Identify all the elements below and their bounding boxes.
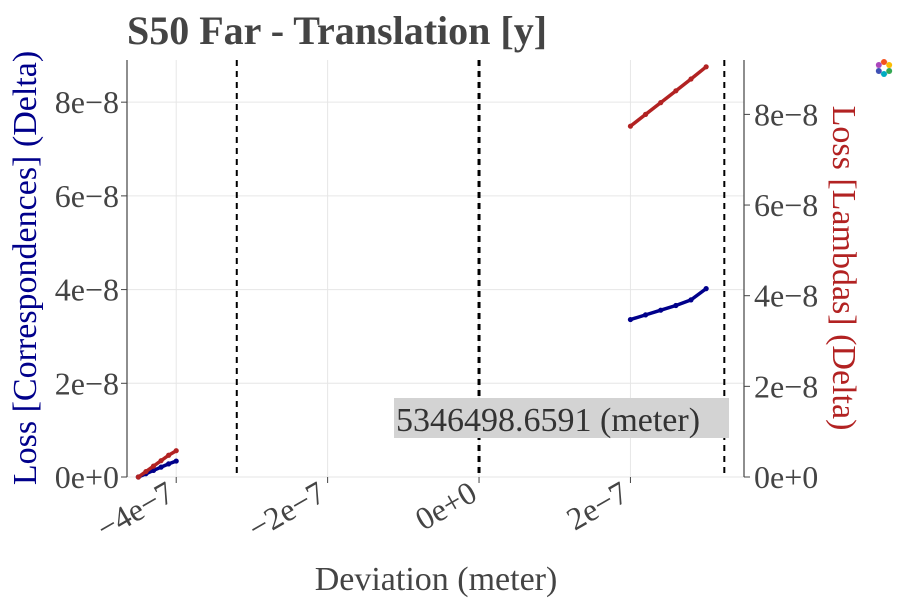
vertical-lines	[235, 60, 726, 477]
x-tick-label: −2e−7	[242, 474, 331, 546]
x-axis-label: Deviation (meter)	[315, 561, 558, 598]
annotation-box	[394, 398, 729, 438]
y-right-tick-label: 4e−8	[754, 278, 818, 314]
data-segment	[166, 448, 178, 457]
data-segment	[643, 100, 663, 117]
y-left-tick-label: 0e+0	[55, 459, 119, 495]
y-left-axis-label: Loss [Correspondences] (Delta)	[7, 51, 44, 485]
chart-title: S50 Far - Translation [y]	[127, 8, 547, 53]
series-layer	[135, 64, 709, 480]
data-segment	[658, 89, 678, 105]
y-left-tick-label: 4e−8	[55, 272, 119, 308]
plotly-logo-icon[interactable]	[875, 59, 893, 77]
y-right-tick-label: 8e−8	[754, 96, 818, 132]
data-segment	[689, 65, 708, 81]
data-segment	[628, 112, 648, 128]
data-segment	[643, 308, 663, 317]
y-right-tick-label: 0e+0	[754, 459, 818, 495]
y-right-ticks: 0e+0 2e−8 4e−8 6e−8 8e−8	[744, 96, 818, 495]
data-segment	[628, 313, 648, 322]
data-segment	[166, 459, 178, 466]
annotation-text: 5346498.6591 (meter)	[396, 402, 700, 439]
y-left-tick-label: 6e−8	[55, 178, 119, 214]
y-right-axis-label: Loss [Lambdas] (Delta)	[825, 106, 862, 431]
data-segment	[689, 286, 708, 302]
y-left-tick-label: 8e−8	[55, 84, 119, 120]
data-segment	[674, 298, 693, 308]
x-tick-label: 2e−7	[560, 474, 634, 537]
x-ticks: −4e−7 −2e−7 0e+0 2e−7	[90, 474, 634, 546]
data-segment	[658, 303, 678, 312]
x-tick-label: 0e+0	[409, 474, 483, 537]
series-lambdas	[135, 64, 709, 480]
y-right-tick-label: 6e−8	[754, 187, 818, 223]
y-left-ticks: 0e+0 2e−8 4e−8 6e−8 8e−8	[55, 84, 127, 495]
data-segment	[674, 77, 693, 93]
y-right-tick-label: 2e−8	[754, 368, 818, 404]
y-left-tick-label: 2e−8	[55, 365, 119, 401]
